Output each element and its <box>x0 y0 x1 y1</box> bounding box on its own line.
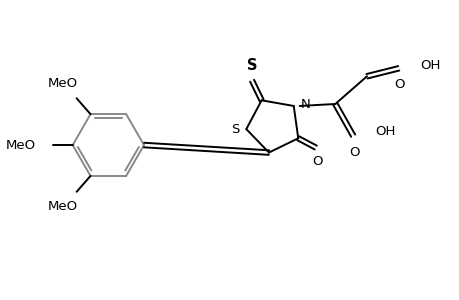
Text: N: N <box>300 98 310 112</box>
Text: O: O <box>312 155 322 169</box>
Text: O: O <box>348 146 358 159</box>
Text: MeO: MeO <box>48 200 78 213</box>
Text: S: S <box>246 58 257 73</box>
Text: MeO: MeO <box>48 77 78 90</box>
Text: O: O <box>394 78 404 91</box>
Text: OH: OH <box>420 59 440 72</box>
Text: MeO: MeO <box>6 139 36 152</box>
Text: S: S <box>230 123 239 136</box>
Text: OH: OH <box>374 125 394 138</box>
